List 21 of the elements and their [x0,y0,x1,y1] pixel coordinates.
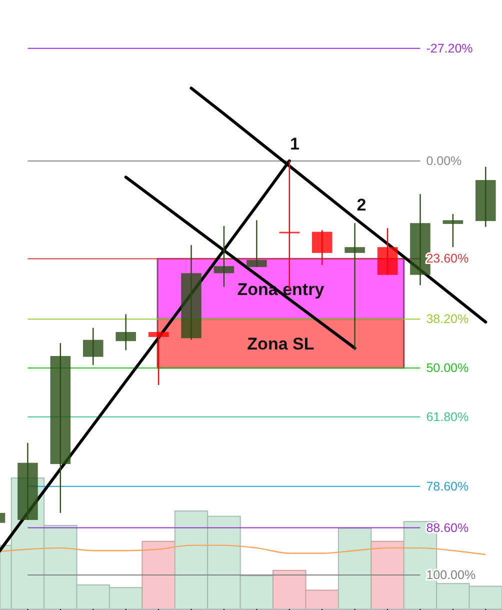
band-label: Zona SL [247,334,314,354]
bar [370,540,404,610]
candlestick [148,331,169,386]
y-tick-label: 0.00% [426,154,462,168]
y-tick-label: -27.20% [426,41,473,56]
candlestick [116,314,136,351]
candlestick [246,220,267,268]
y-tick-label: 50.00% [426,361,469,376]
bar [338,528,372,610]
bar [142,540,176,610]
y-tick-label: 38.20% [426,312,469,326]
annotation: 2 [356,195,366,214]
y-tick-label: 78.60% [426,479,469,494]
candlestick [312,230,332,266]
candlestick [214,225,234,288]
candlestick [442,213,464,248]
candlestick [344,222,365,351]
candlestick [82,327,104,366]
annotation: 1 [290,134,300,154]
y-tick-label: 88.60% [426,520,469,535]
y-tick-label: 61.80% [426,410,469,424]
